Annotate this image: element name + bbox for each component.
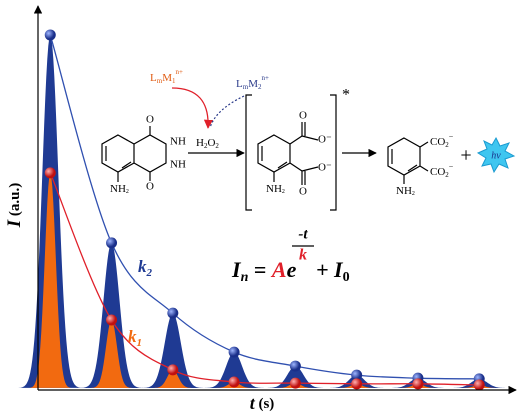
bracket bbox=[245, 94, 337, 211]
chem-part: NH bbox=[396, 185, 412, 197]
peak-dot bbox=[167, 364, 179, 376]
series-label: k1 bbox=[128, 327, 142, 349]
atom: O⁻ bbox=[318, 134, 332, 146]
atom: CO2− bbox=[430, 162, 454, 179]
chem-part: CO bbox=[430, 166, 445, 178]
chem-part: m bbox=[157, 77, 163, 85]
eq-part: + I bbox=[316, 257, 344, 282]
peak-dot bbox=[228, 346, 240, 358]
chem-part: 2 bbox=[445, 171, 449, 179]
ring bbox=[257, 134, 303, 173]
y-label-symbol: I bbox=[4, 219, 25, 228]
y-axis-label: I (a.u.) bbox=[4, 183, 25, 229]
peak-dot bbox=[412, 378, 424, 390]
carboxylate bbox=[301, 122, 319, 185]
oxidant-1: LmM1n+ bbox=[150, 68, 183, 85]
series-label-part: k bbox=[138, 257, 147, 276]
chem-part: 1 bbox=[172, 77, 176, 85]
chem-part: 2 bbox=[215, 142, 219, 150]
photon-burst bbox=[476, 136, 516, 174]
eq-part: A bbox=[270, 257, 287, 282]
peak-dot bbox=[351, 378, 363, 390]
series-label-part: 2 bbox=[146, 267, 153, 279]
series-label-part: k bbox=[128, 327, 137, 346]
eq-part: n bbox=[241, 270, 249, 285]
atom: NH bbox=[170, 159, 186, 171]
peak bbox=[28, 172, 73, 388]
eq-part: e bbox=[287, 257, 297, 282]
chem-part: O bbox=[207, 137, 215, 149]
peak-dot bbox=[289, 360, 301, 372]
ring bbox=[101, 134, 135, 173]
chem-part: m bbox=[243, 83, 249, 91]
peak bbox=[150, 369, 195, 388]
chem-part: 2 bbox=[258, 83, 262, 91]
peak bbox=[263, 366, 328, 388]
peak-dot bbox=[44, 29, 56, 41]
eq-part: I bbox=[231, 257, 242, 282]
photon-label: hv bbox=[491, 150, 501, 161]
arrow bbox=[209, 95, 245, 129]
chem-part: H bbox=[196, 137, 204, 149]
peak-dot bbox=[106, 237, 118, 249]
peak-dot bbox=[228, 376, 240, 388]
chem-part: − bbox=[449, 162, 454, 171]
chem-part: NH bbox=[110, 183, 126, 195]
chem-part: L bbox=[150, 72, 157, 84]
atom: NH2 bbox=[110, 183, 129, 196]
eq-part: = bbox=[248, 257, 272, 282]
equation: In = Ae bbox=[231, 257, 297, 285]
chem-part: L bbox=[236, 78, 243, 90]
atom: O bbox=[299, 186, 307, 198]
atom: O bbox=[146, 181, 154, 193]
chem-part: n+ bbox=[261, 74, 269, 82]
chem-part: n+ bbox=[175, 68, 183, 76]
peak bbox=[140, 313, 205, 388]
oxidant-2: LmM2n+ bbox=[236, 74, 269, 91]
chem-part: − bbox=[449, 132, 454, 141]
peak-dot bbox=[289, 377, 301, 389]
peak-dot bbox=[106, 314, 118, 326]
chem-part: M bbox=[162, 72, 172, 84]
x-label-symbol: t bbox=[250, 393, 256, 413]
series-label: k2 bbox=[138, 257, 153, 279]
x-label-unit: (s) bbox=[255, 396, 275, 412]
chem-part: 2 bbox=[126, 189, 129, 195]
arrow bbox=[171, 87, 213, 129]
x-axis-label: t (s) bbox=[250, 393, 275, 413]
atom: O bbox=[146, 114, 154, 126]
chem-part: 2 bbox=[412, 191, 415, 197]
atom: NH2 bbox=[396, 185, 415, 198]
atom: NH2 bbox=[266, 183, 285, 196]
peak bbox=[89, 320, 134, 388]
atom: O⁻ bbox=[318, 162, 332, 174]
peak-dot bbox=[351, 369, 363, 381]
chem-part: 2 bbox=[282, 189, 285, 195]
chem-part: M bbox=[248, 78, 258, 90]
atom: CO2− bbox=[430, 132, 454, 149]
peak-dot bbox=[473, 379, 485, 391]
eq-exponent: -t bbox=[298, 226, 308, 242]
chem-part: 2 bbox=[445, 141, 449, 149]
series-label-part: 1 bbox=[137, 337, 143, 349]
eq-exponent: k bbox=[299, 247, 307, 264]
chem-part: NH bbox=[266, 183, 282, 195]
eq-part: 0 bbox=[343, 270, 350, 285]
chem-part: CO bbox=[430, 136, 445, 148]
ring bbox=[387, 137, 429, 184]
atom: O bbox=[299, 110, 307, 122]
ring bbox=[133, 126, 167, 181]
y-label-unit: (a.u.) bbox=[7, 183, 23, 220]
peak-dot bbox=[44, 167, 56, 179]
atom: NH bbox=[170, 136, 186, 148]
peak-dot bbox=[167, 307, 179, 319]
excited-star: * bbox=[342, 87, 350, 104]
chem-part: 2 bbox=[204, 142, 208, 150]
plus: + bbox=[460, 145, 471, 167]
equation: + I0 bbox=[316, 257, 350, 285]
h2o2: H2O2 bbox=[196, 137, 219, 150]
peak bbox=[202, 352, 267, 388]
